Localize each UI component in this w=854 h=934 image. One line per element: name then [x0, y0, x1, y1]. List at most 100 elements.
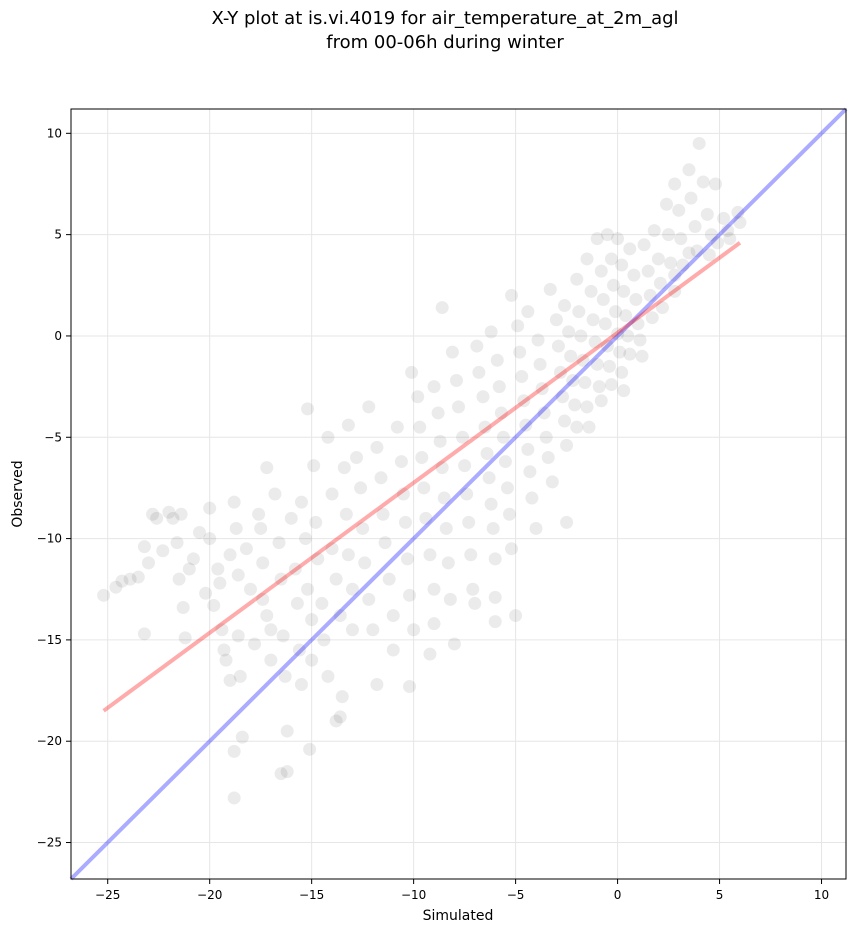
data-point	[502, 507, 516, 521]
data-point	[558, 414, 572, 428]
data-point	[594, 264, 608, 278]
data-point	[668, 284, 682, 298]
data-point	[731, 205, 745, 219]
data-point	[490, 353, 504, 367]
x-tick-label: 10	[814, 888, 829, 902]
data-point	[566, 374, 580, 388]
data-point	[617, 284, 631, 298]
data-point	[464, 548, 478, 562]
data-point	[390, 420, 404, 434]
data-point	[219, 653, 233, 667]
data-point	[199, 586, 213, 600]
data-point	[588, 335, 602, 349]
data-point	[223, 673, 237, 687]
data-point	[578, 376, 592, 390]
data-point	[407, 623, 421, 637]
data-point	[621, 329, 635, 343]
data-point	[376, 507, 390, 521]
data-point	[419, 511, 433, 525]
data-point	[480, 446, 494, 460]
data-point	[723, 232, 737, 246]
data-point	[174, 507, 188, 521]
data-point	[97, 588, 111, 602]
data-point	[401, 552, 415, 566]
x-tick-label: −5	[507, 888, 525, 902]
data-point	[615, 258, 629, 272]
chart-title: X-Y plot at is.vi.4019 for air_temperatu…	[211, 8, 678, 29]
data-point	[553, 365, 567, 379]
data-point	[529, 521, 543, 535]
y-tick-label: −25	[37, 836, 62, 850]
data-point	[223, 548, 237, 562]
y-tick-label: −15	[37, 633, 62, 647]
x-tick-label: 0	[614, 888, 622, 902]
data-point	[476, 390, 490, 404]
data-point	[478, 420, 492, 434]
data-point	[537, 406, 551, 420]
data-point	[647, 224, 661, 238]
data-point	[256, 556, 270, 570]
data-point	[452, 400, 465, 414]
data-point	[586, 313, 600, 327]
data-point	[362, 400, 376, 414]
data-point	[417, 481, 431, 495]
data-point	[692, 136, 706, 150]
data-point	[203, 501, 217, 515]
data-point	[484, 325, 498, 339]
data-point	[560, 515, 574, 529]
data-point	[690, 244, 704, 258]
data-point	[288, 562, 302, 576]
data-point	[721, 224, 735, 238]
data-point	[356, 521, 370, 535]
data-point	[439, 521, 453, 535]
data-point	[580, 252, 594, 266]
data-point	[482, 471, 496, 485]
data-point	[447, 637, 461, 651]
data-point	[519, 418, 533, 432]
data-point	[131, 570, 145, 584]
data-point	[496, 430, 510, 444]
data-point	[602, 359, 616, 373]
data-point	[623, 242, 637, 256]
data-point	[382, 572, 396, 586]
chart-subtitle: from 00-06h during winter	[326, 32, 564, 53]
data-point	[325, 487, 339, 501]
data-point	[333, 609, 347, 623]
data-point	[423, 548, 437, 562]
data-point	[513, 345, 527, 359]
data-point	[492, 380, 506, 394]
data-point	[598, 317, 612, 331]
data-point	[637, 238, 651, 252]
data-point	[341, 418, 355, 432]
data-point	[617, 384, 631, 398]
data-point	[627, 268, 641, 282]
data-point	[284, 511, 298, 525]
data-point	[303, 742, 317, 756]
data-point	[321, 669, 335, 683]
data-point	[609, 305, 623, 319]
data-point	[556, 390, 570, 404]
data-point	[613, 345, 627, 359]
data-point	[366, 623, 380, 637]
data-point	[294, 677, 308, 691]
data-point	[362, 592, 376, 606]
fit-lines	[69, 107, 848, 881]
data-point	[301, 582, 315, 596]
data-point	[345, 582, 359, 596]
y-tick-label: −20	[37, 734, 62, 748]
y-axis-ticks: −25 −20 −15 −10 −5 0 5 10	[37, 126, 71, 850]
data-point	[700, 207, 714, 221]
data-point	[211, 562, 225, 576]
data-point	[233, 669, 247, 683]
data-point	[580, 400, 594, 414]
data-point	[607, 278, 620, 292]
data-point	[280, 765, 294, 779]
data-point	[433, 434, 447, 448]
data-point	[590, 357, 604, 371]
data-point	[192, 526, 206, 539]
data-point	[733, 215, 747, 229]
data-point	[398, 515, 412, 529]
data-point	[146, 507, 160, 521]
data-point	[172, 572, 186, 586]
x-tick-label: −20	[197, 888, 222, 902]
